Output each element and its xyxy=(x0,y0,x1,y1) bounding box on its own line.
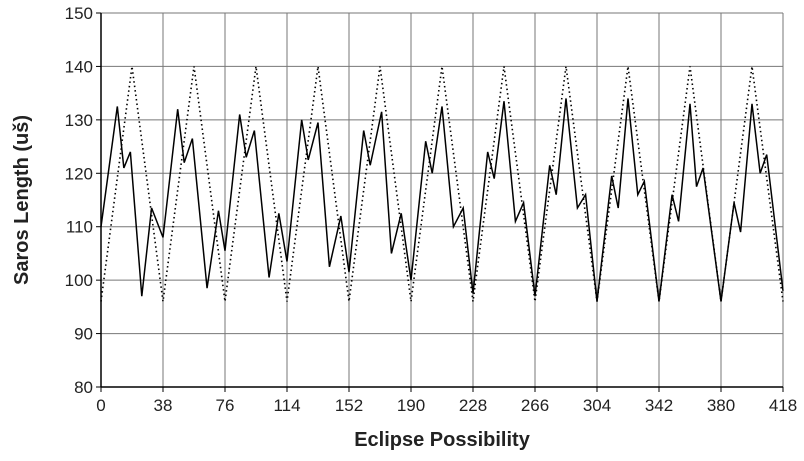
y-axis-title: Saros Length (uš) xyxy=(11,115,33,285)
series-line xyxy=(100,66,784,302)
x-tick-label: 0 xyxy=(96,396,105,415)
x-tick-label: 304 xyxy=(583,396,611,415)
x-tick-label: 190 xyxy=(397,396,425,415)
x-tick-label: 418 xyxy=(769,396,797,415)
y-tick-label: 120 xyxy=(65,164,93,183)
y-tick-label: 140 xyxy=(65,57,93,76)
x-tick-label: 342 xyxy=(645,396,673,415)
y-tick-label: 80 xyxy=(74,378,93,397)
y-tick-label: 110 xyxy=(66,218,93,237)
x-tick-label: 114 xyxy=(273,396,300,415)
x-tick-label: 380 xyxy=(707,396,735,415)
x-axis-title: Eclipse Possibility xyxy=(354,429,531,451)
x-tick-label: 76 xyxy=(216,396,235,415)
series-line xyxy=(100,98,784,302)
y-tick-label: 90 xyxy=(74,325,93,344)
y-tick-label: 130 xyxy=(65,111,93,130)
x-tick-label: 228 xyxy=(459,396,487,415)
y-tick-label: 100 xyxy=(65,271,93,290)
x-tick-label: 266 xyxy=(521,396,549,415)
y-tick-label: 150 xyxy=(65,4,93,23)
x-tick-label: 152 xyxy=(335,396,363,415)
x-tick-label: 38 xyxy=(154,396,173,415)
